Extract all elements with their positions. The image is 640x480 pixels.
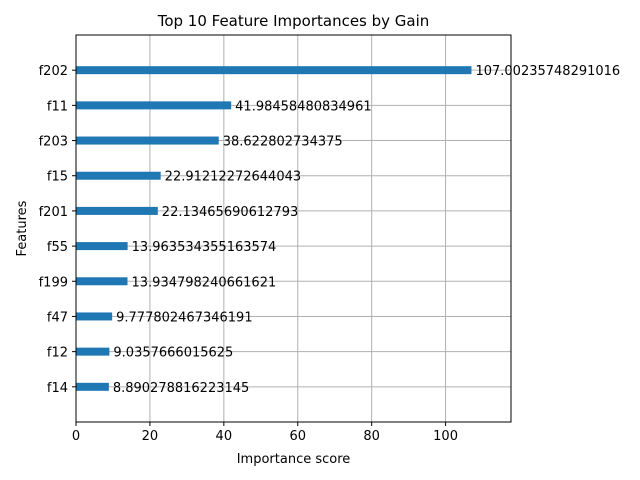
bar bbox=[76, 347, 110, 356]
plot-frame bbox=[75, 34, 512, 423]
bar bbox=[76, 66, 472, 75]
grid-layer bbox=[75, 35, 511, 422]
y-tick-label: f55 bbox=[47, 240, 68, 255]
bar-value-label: 8.890278816223145 bbox=[113, 381, 249, 396]
data-labels-layer: 107.00235748291016 41.98458480834961 38.62… bbox=[113, 64, 620, 396]
x-tick-label: 80 bbox=[363, 429, 380, 444]
y-tick-label: f47 bbox=[47, 310, 68, 325]
y-tick-label: f15 bbox=[47, 170, 68, 185]
bar bbox=[76, 171, 161, 180]
x-tick-label: 40 bbox=[216, 429, 233, 444]
y-tick-label: f14 bbox=[47, 381, 68, 396]
bar-value-label: 22.13465690612793 bbox=[162, 205, 298, 220]
bar-value-label: 13.934798240661621 bbox=[132, 275, 277, 290]
bars-layer bbox=[76, 66, 472, 391]
bar bbox=[76, 382, 109, 391]
y-tick-label: f202 bbox=[39, 64, 68, 79]
bar-value-label: 41.98458480834961 bbox=[235, 99, 371, 114]
bar-value-label: 22.91212272644043 bbox=[165, 170, 301, 185]
y-tick-label: f199 bbox=[39, 275, 68, 290]
x-tick-label: 100 bbox=[433, 429, 458, 444]
bar bbox=[76, 206, 158, 215]
y-tick-label: f11 bbox=[47, 99, 68, 114]
x-tick-label: 20 bbox=[142, 429, 159, 444]
x-axis-label: Importance score bbox=[237, 452, 351, 467]
x-tick-label: 60 bbox=[289, 429, 306, 444]
bar bbox=[76, 242, 128, 251]
y-axis-label: Features bbox=[15, 200, 30, 256]
bar bbox=[76, 312, 113, 321]
chart-title: Top 10 Feature Importances by Gain bbox=[157, 12, 430, 30]
y-tick-label: f12 bbox=[47, 346, 68, 361]
bar bbox=[76, 136, 219, 145]
ticks-layer: 0 20 40 60 80 100 f202 f11 f203 f15 f201 f55 f199 f47… bbox=[39, 64, 458, 444]
y-tick-label: f201 bbox=[39, 205, 68, 220]
x-tick-label: 0 bbox=[72, 429, 80, 444]
bar bbox=[76, 277, 128, 286]
bar-value-label: 107.00235748291016 bbox=[475, 64, 620, 79]
bar-value-label: 9.0357666015625 bbox=[113, 346, 233, 361]
y-tick-label: f203 bbox=[39, 135, 68, 150]
bar-value-label: 9.777802467346191 bbox=[116, 310, 252, 325]
bar-value-label: 13.963534355163574 bbox=[132, 240, 277, 255]
bar-value-label: 38.622802734375 bbox=[223, 135, 343, 150]
bar bbox=[76, 101, 232, 110]
